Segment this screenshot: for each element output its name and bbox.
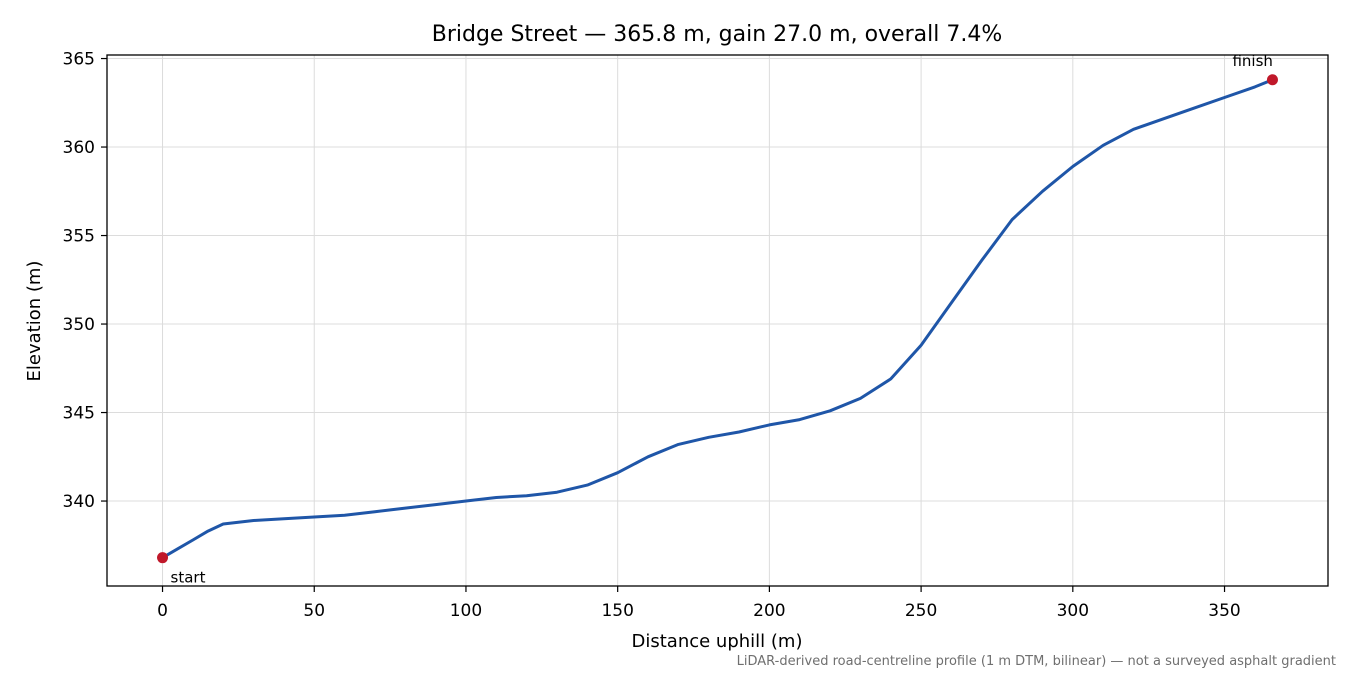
y-tick-label: 340 bbox=[63, 492, 95, 512]
start-label: start bbox=[171, 569, 206, 587]
y-tick-label: 345 bbox=[63, 404, 95, 424]
x-tick-label: 300 bbox=[1057, 601, 1089, 621]
plot-frame bbox=[106, 54, 1329, 587]
y-tick-label: 350 bbox=[63, 315, 95, 335]
x-tick-label: 200 bbox=[753, 601, 785, 621]
x-axis-label: Distance uphill (m) bbox=[632, 631, 803, 652]
axis-ticks: 0 50 100 150 200 250 300 350 340 345 350 355 360 365 bbox=[63, 50, 1241, 621]
x-tick-label: 250 bbox=[905, 601, 937, 621]
y-tick-label: 365 bbox=[63, 50, 95, 70]
y-tick-label: 360 bbox=[63, 138, 95, 158]
footnote: LiDAR-derived road-centreline profile (1… bbox=[737, 654, 1336, 669]
series-layer: start finish bbox=[157, 52, 1278, 587]
chart-title: Bridge Street — 365.8 m, gain 27.0 m, ov… bbox=[432, 22, 1002, 47]
x-tick-label: 0 bbox=[157, 601, 168, 621]
elevation-line bbox=[161, 78, 1274, 560]
gridlines bbox=[107, 55, 1328, 586]
x-tick-label: 100 bbox=[450, 601, 482, 621]
finish-marker bbox=[1266, 74, 1278, 86]
x-tick-label: 150 bbox=[601, 601, 633, 621]
x-tick-label: 50 bbox=[303, 601, 325, 621]
y-axis-label: Elevation (m) bbox=[24, 261, 45, 382]
y-tick-label: 355 bbox=[63, 227, 95, 247]
finish-label: finish bbox=[1232, 52, 1272, 70]
x-tick-label: 350 bbox=[1208, 601, 1240, 621]
start-marker bbox=[157, 552, 169, 564]
